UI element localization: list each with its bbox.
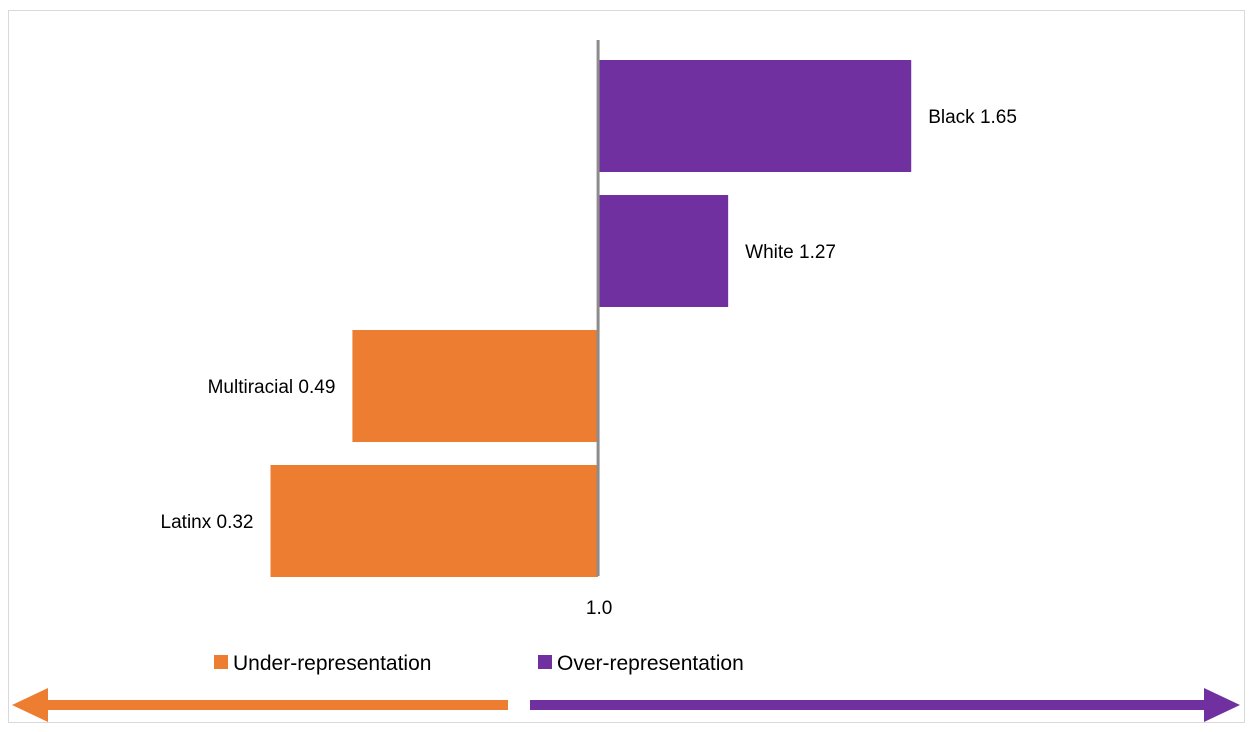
legend-swatch-under <box>214 655 228 669</box>
bar-multiracial <box>352 330 598 442</box>
bar-white <box>598 195 728 307</box>
bar-label-black: Black 1.65 <box>928 107 1017 128</box>
bar-label-latinx: Latinx 0.32 <box>161 512 254 533</box>
legend-label-over: Over-representation <box>557 652 744 675</box>
bar-latinx <box>271 465 599 577</box>
legend-swatch-over <box>538 655 552 669</box>
legend-label-under: Under-representation <box>233 652 431 675</box>
bar-label-multiracial: Multiracial 0.49 <box>208 377 336 398</box>
bar-black <box>598 60 911 172</box>
baseline-tick-label: 1.0 <box>586 598 612 619</box>
bar-label-white: White 1.27 <box>745 242 836 263</box>
